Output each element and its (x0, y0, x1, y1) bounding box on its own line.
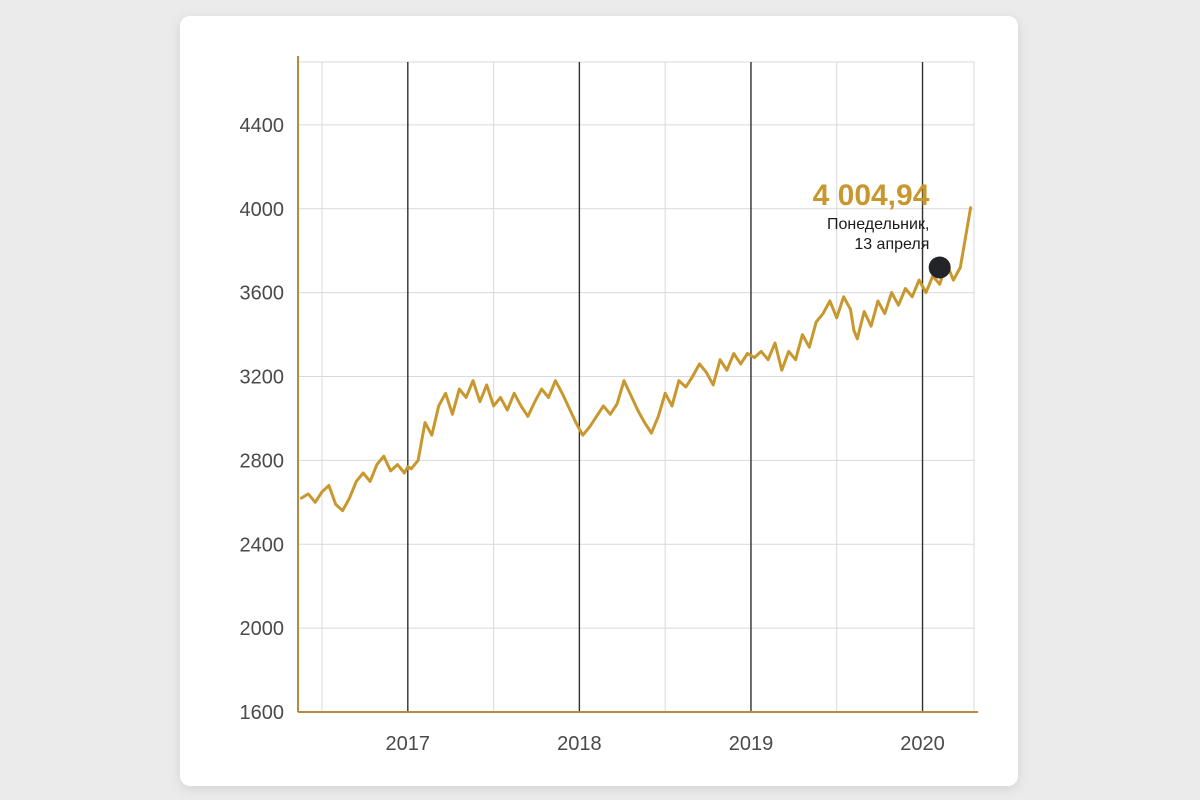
current-point-marker (929, 256, 951, 278)
plot-frame (298, 62, 974, 712)
x-tick-label: 2018 (557, 733, 602, 755)
y-tick-label: 1600 (240, 702, 285, 724)
x-tick-label: 2020 (900, 733, 945, 755)
y-tick-label: 2800 (240, 450, 285, 472)
y-tick-label: 3200 (240, 367, 285, 389)
x-tick-label: 2019 (729, 733, 774, 755)
page: { "layout": { "page_w": 1200, "page_h": … (0, 0, 1200, 800)
y-tick-label: 2000 (240, 618, 285, 640)
callout-date-line1: Понедельник, (827, 216, 929, 233)
y-tick-label: 4000 (240, 199, 285, 221)
x-tick-label: 2017 (386, 733, 431, 755)
callout-date-line2: 13 апреля (854, 236, 929, 253)
price-series (301, 208, 970, 511)
y-tick-label: 2400 (240, 534, 285, 556)
y-tick-label: 4400 (240, 115, 285, 137)
callout-value: 4 004,94 (813, 179, 930, 212)
chart-card: 1600 2000 2400 2800 3200 3600 4000 4400 2017 2018… (180, 16, 1018, 786)
price-line-chart: 1600 2000 2400 2800 3200 3600 4000 4400 2017 2018… (180, 16, 1018, 786)
y-tick-label: 3600 (240, 283, 285, 305)
